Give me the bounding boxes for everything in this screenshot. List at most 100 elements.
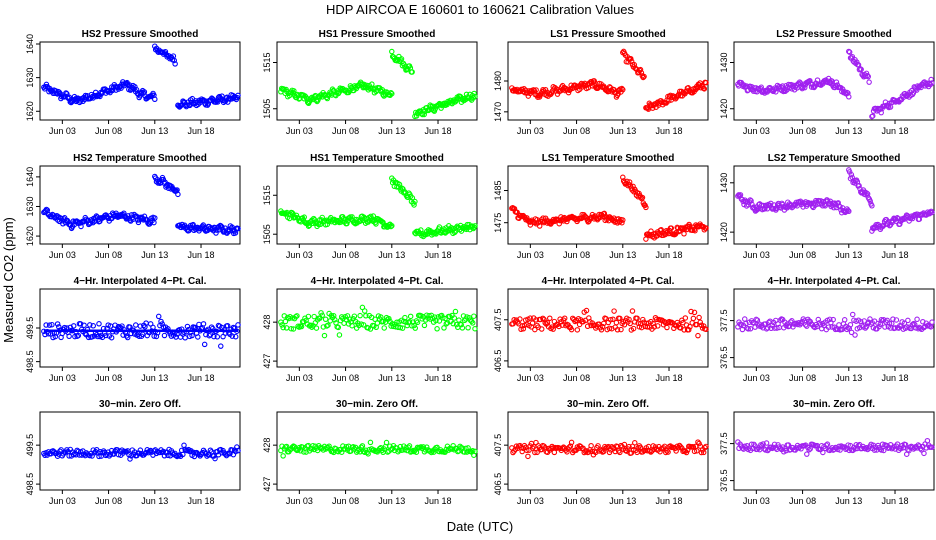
panel-frame (733, 165, 935, 245)
y-tick-label: 427 (262, 354, 272, 369)
data-point (383, 439, 390, 446)
data-point (621, 441, 628, 448)
data-point (135, 219, 142, 226)
data-point (347, 316, 353, 322)
y-tick-label: 1485 (493, 181, 503, 201)
data-point (820, 449, 826, 456)
data-point (747, 326, 754, 332)
data-point (458, 321, 464, 328)
data-point (574, 327, 581, 333)
data-point (697, 319, 704, 326)
data-point (235, 322, 241, 328)
data-point (388, 89, 394, 96)
data-point (411, 202, 417, 208)
x-tick-label: Jun 03 (743, 250, 770, 260)
data-point (540, 315, 546, 322)
data-point (641, 73, 647, 80)
y-tick-label: 376.5 (719, 469, 729, 492)
x-tick-label: Jun 13 (835, 250, 862, 260)
figure-ylabel: Measured CO2 (ppm) (1, 217, 16, 343)
data-point (211, 333, 217, 340)
data-point (378, 314, 384, 320)
x-tick-label: Jun 08 (563, 126, 590, 136)
x-tick-label: Jun 18 (188, 126, 215, 136)
data-point (133, 213, 140, 220)
data-point (620, 217, 626, 223)
data-point (614, 326, 621, 333)
data-point (892, 325, 898, 331)
x-tick-label: Jun 03 (49, 373, 76, 383)
panel-title: HS2 Pressure Smoothed (82, 29, 199, 40)
data-point (381, 325, 387, 331)
x-tick-label: Jun 08 (789, 496, 816, 506)
data-point (915, 325, 921, 332)
data-point (862, 325, 869, 331)
data-point (547, 315, 553, 322)
x-tick-label: Jun 08 (95, 373, 122, 383)
data-point (566, 444, 573, 450)
panel-frame (507, 41, 709, 121)
panel-2: LS1 Pressure Smoothed Jun 03 Jun 08 Jun 13 J… (493, 29, 709, 136)
data-point (611, 308, 617, 314)
data-point (643, 320, 650, 327)
data-point (517, 316, 523, 322)
data-point (66, 333, 72, 340)
x-tick-label: Jun 18 (656, 373, 683, 383)
data-point (373, 221, 379, 227)
y-tick-label: 1515 (262, 185, 272, 205)
x-tick-label: Jun 13 (609, 496, 636, 506)
y-tick-label: 1640 (25, 167, 35, 187)
data-point (644, 105, 651, 111)
data-point (917, 325, 924, 331)
data-point (218, 343, 224, 349)
data-point (845, 442, 851, 448)
x-tick-label: Jun 08 (789, 250, 816, 260)
data-point (42, 452, 48, 459)
panel-title: HS2 Temperature Smoothed (73, 153, 207, 164)
data-point (201, 341, 208, 348)
data-point (319, 312, 325, 319)
data-point (414, 319, 421, 326)
data-point (638, 324, 645, 331)
data-point (200, 222, 207, 228)
data-point (665, 449, 671, 455)
panel-title: 4−Hr. Interpolated 4−Pt. Cal. (542, 276, 675, 287)
data-point (441, 325, 447, 331)
data-point (882, 324, 888, 330)
data-point (599, 323, 606, 330)
data-point (189, 332, 195, 339)
data-point (451, 315, 458, 321)
data-point (443, 321, 450, 327)
data-point (142, 450, 148, 457)
data-point (837, 203, 843, 210)
data-point (643, 204, 649, 211)
data-point (85, 334, 92, 341)
panel-6: LS1 Temperature Smoothed Jun 03 Jun 08 Jun … (493, 153, 709, 260)
y-tick-label: 498.5 (25, 350, 35, 373)
y-tick-label: 1430 (719, 173, 729, 193)
data-point (90, 323, 96, 329)
x-tick-label: Jun 13 (378, 250, 405, 260)
data-point (108, 334, 115, 341)
data-point (886, 320, 893, 326)
data-point (175, 191, 181, 198)
panel-title: 4−Hr. Interpolated 4−Pt. Cal. (74, 276, 207, 287)
data-point (806, 447, 812, 453)
data-point (703, 79, 709, 86)
data-point (556, 220, 562, 227)
data-point (929, 209, 935, 216)
data-point (398, 56, 405, 62)
data-point (630, 446, 637, 453)
data-point (541, 316, 547, 323)
x-tick-label: Jun 13 (835, 496, 862, 506)
x-tick-label: Jun 08 (95, 496, 122, 506)
data-point (692, 227, 698, 234)
data-point (912, 445, 918, 451)
x-tick-label: Jun 03 (49, 250, 76, 260)
data-point (619, 85, 625, 92)
data-point (914, 316, 920, 323)
data-point (522, 444, 529, 451)
panel-13: 30−min. Zero Off. Jun 03 Jun 08 Jun 13 Jun 1… (262, 399, 478, 506)
data-point (688, 308, 694, 315)
y-tick-label: 1515 (262, 52, 272, 72)
